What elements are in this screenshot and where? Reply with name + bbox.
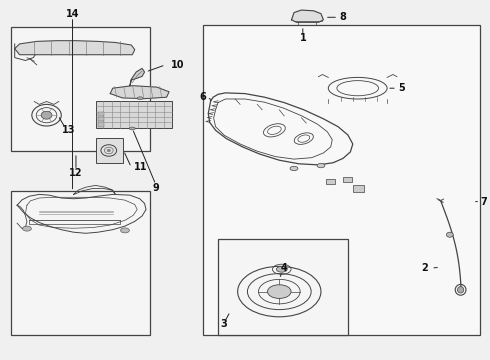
Text: 11: 11	[134, 162, 147, 172]
Ellipse shape	[23, 226, 31, 231]
Text: 1: 1	[299, 33, 306, 43]
Ellipse shape	[129, 127, 135, 130]
Polygon shape	[15, 41, 135, 55]
Polygon shape	[292, 10, 323, 22]
Ellipse shape	[268, 285, 291, 298]
Text: 7: 7	[480, 197, 487, 207]
Text: 4: 4	[281, 263, 288, 273]
Text: 13: 13	[62, 125, 75, 135]
Polygon shape	[110, 86, 169, 99]
Bar	[98, 117, 104, 121]
Bar	[11, 27, 150, 151]
Ellipse shape	[457, 287, 464, 293]
Bar	[218, 239, 348, 335]
Bar	[98, 122, 104, 127]
Bar	[96, 138, 122, 163]
Text: 14: 14	[66, 9, 79, 19]
Text: 2: 2	[421, 263, 428, 273]
Text: 8: 8	[340, 12, 346, 22]
Ellipse shape	[290, 166, 298, 171]
Ellipse shape	[121, 228, 129, 233]
Text: 3: 3	[220, 319, 227, 329]
Ellipse shape	[317, 163, 325, 168]
Ellipse shape	[107, 149, 111, 152]
Text: 12: 12	[69, 168, 83, 178]
Text: 9: 9	[152, 183, 159, 193]
Polygon shape	[130, 68, 145, 86]
Ellipse shape	[446, 232, 453, 237]
Text: 10: 10	[171, 60, 184, 70]
Text: 6: 6	[199, 92, 206, 102]
Bar	[98, 112, 104, 116]
Bar	[326, 179, 335, 184]
Bar	[96, 101, 172, 128]
Text: 5: 5	[398, 83, 405, 93]
Bar	[203, 25, 480, 335]
Bar	[11, 191, 150, 335]
Bar	[353, 185, 364, 192]
Ellipse shape	[137, 97, 143, 100]
Ellipse shape	[41, 111, 52, 119]
Bar	[343, 177, 352, 182]
Ellipse shape	[276, 266, 287, 272]
